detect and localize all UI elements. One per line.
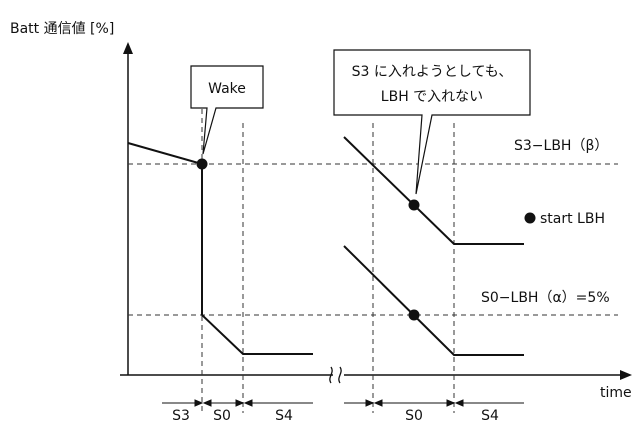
state-right-s0: S0 [405, 408, 423, 424]
left-battery-curve [128, 143, 313, 354]
x-axis-label: time [600, 385, 632, 401]
s3-fail-line2: LBH で入れない [381, 89, 483, 105]
state-left-s3: S3 [172, 408, 190, 424]
s3-fail-line1: S3 に入れようとしても、 [352, 64, 513, 80]
state-arrows-right [344, 400, 524, 406]
axis-break-mark [330, 367, 341, 383]
y-axis-arrow [123, 42, 133, 54]
x-axis-arrow [620, 370, 632, 380]
right-upper-curve [344, 137, 524, 244]
battery-lbh-diagram: Batt 通信値 [%] time Wake S3 に入れようとしても、 LBH… [0, 0, 640, 430]
wake-label: Wake [208, 81, 246, 97]
s0-lbh-label: S0−LBH（α）=5% [481, 290, 610, 306]
state-right-s4: S4 [481, 408, 499, 424]
y-axis-label: Batt 通信値 [%] [10, 21, 114, 37]
state-left-s0: S0 [213, 408, 231, 424]
s3-fail-callout: S3 に入れようとしても、 LBH で入れない [334, 50, 530, 194]
state-arrows-left [162, 400, 313, 406]
start-lbh-point-lower [409, 310, 420, 321]
wake-point [197, 159, 208, 170]
state-left-s4: S4 [275, 408, 293, 424]
start-lbh-point-upper [409, 200, 420, 211]
legend-dot [525, 213, 536, 224]
s3-lbh-label: S3−LBH（β） [514, 138, 608, 154]
legend-start-lbh: start LBH [540, 211, 605, 227]
